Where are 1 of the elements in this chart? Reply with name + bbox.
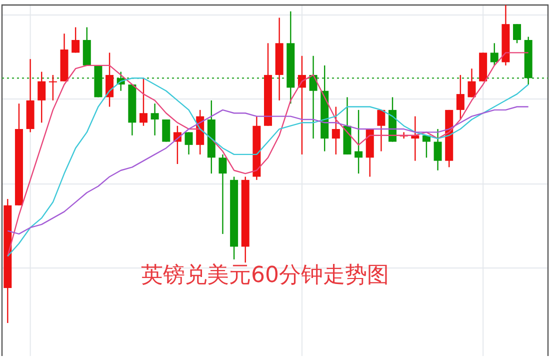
- text: 英镑兑美元60分钟走势图: [141, 263, 389, 288]
